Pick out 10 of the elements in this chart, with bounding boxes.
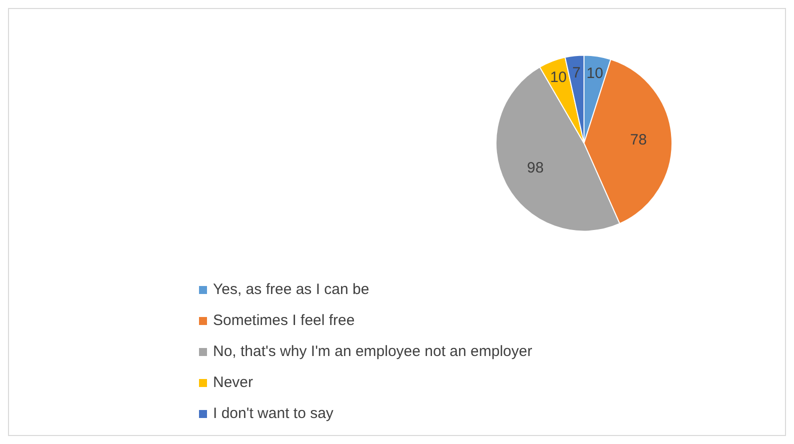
legend-label: Yes, as free as I can be <box>213 280 370 300</box>
legend-label: I don't want to say <box>213 404 334 424</box>
data-label: 98 <box>527 159 544 176</box>
data-label: 10 <box>550 69 567 86</box>
data-label: 78 <box>630 132 647 149</box>
legend-label: No, that's why I'm an employee not an employer <box>213 342 532 362</box>
legend-label: Sometimes I feel free <box>213 311 355 331</box>
legend-label: Never <box>213 373 254 393</box>
data-label: 7 <box>572 64 581 82</box>
data-label: 10 <box>586 65 604 82</box>
